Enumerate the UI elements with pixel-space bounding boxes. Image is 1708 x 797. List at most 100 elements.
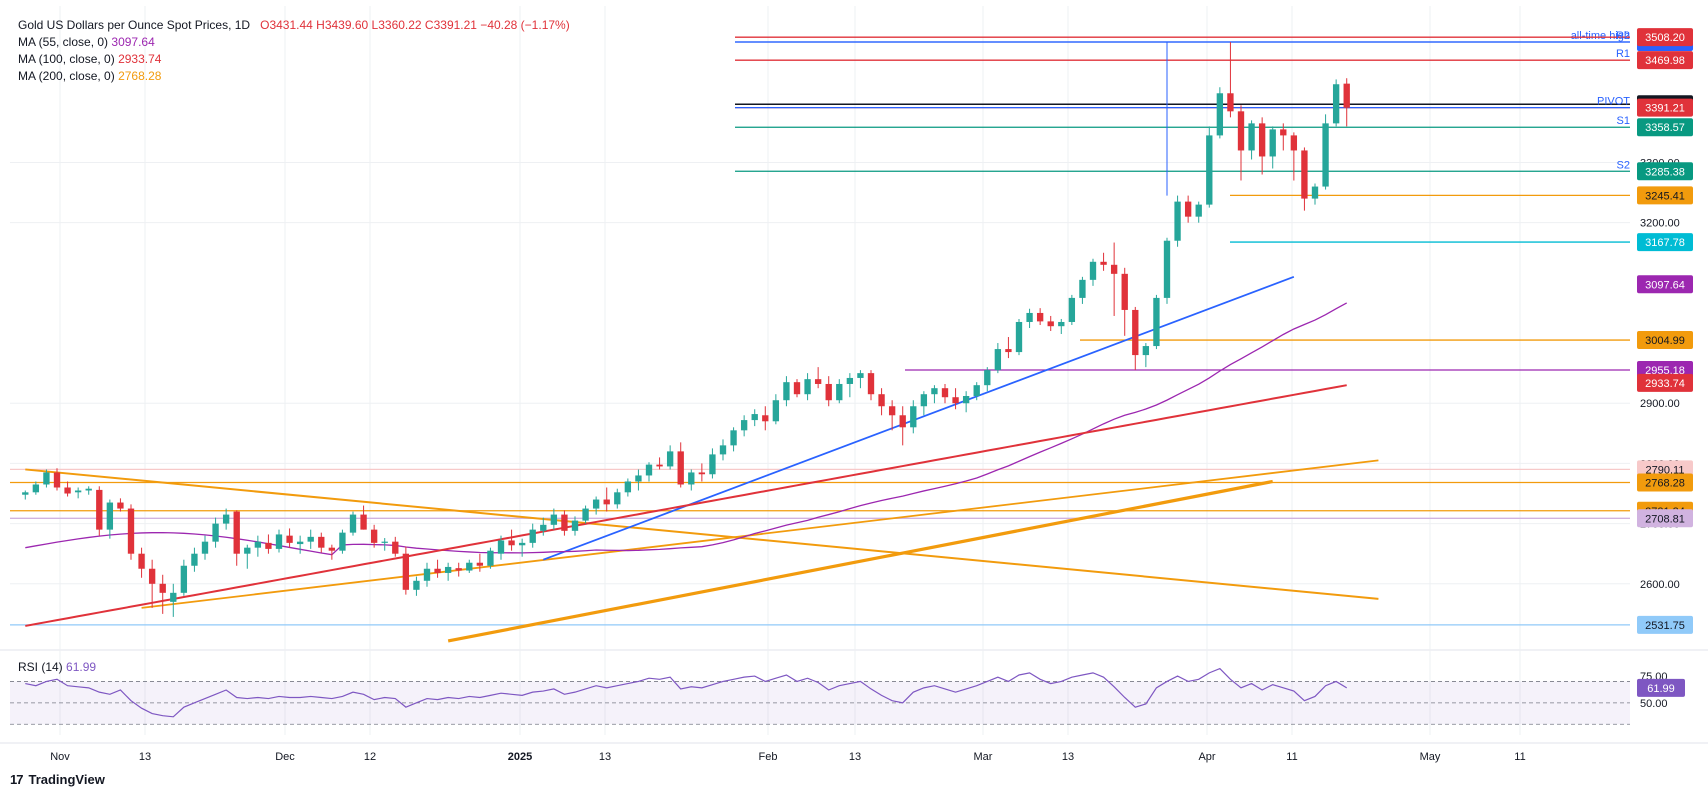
candle-down [793,382,801,395]
candle-up [962,396,970,404]
x-tick-label: 13 [139,751,151,763]
candle-up [466,562,473,571]
legend-ma55[interactable]: MA (55, close, 0) 3097.64 [18,34,570,51]
candle-down [1301,150,1308,199]
ma55-value: 3097.64 [111,35,155,49]
rsi-value-tag [1637,678,1685,697]
rsi-indicator [10,667,1630,725]
candle-up [444,566,452,573]
candle-down [899,415,906,428]
candle-up [984,370,991,386]
candle-up [32,484,40,493]
x-tick-label: 13 [849,751,861,763]
candle-up [244,547,251,554]
price-tag-text: 2768.28 [1645,478,1685,490]
candle-down [1047,321,1054,327]
candle-up [339,532,346,551]
candle-down [434,568,441,573]
candle-up [307,536,314,542]
candle-down [867,373,875,395]
chart-legend: Gold US Dollars per Ounce Spot Prices, 1… [18,17,570,85]
candle-up [931,388,938,395]
x-tick-label: 11 [1286,751,1297,763]
candle-down [148,568,156,584]
candle-down [825,383,832,401]
candle-up [1142,346,1150,356]
candle-up [43,472,50,485]
candle-up [106,502,114,530]
candle-down [508,540,515,546]
candle-up [1079,279,1086,298]
candle-up [730,430,737,446]
price-tag [1637,233,1693,252]
ma55-label: MA (55, close, 0) [18,35,109,49]
candle-up [1058,321,1065,327]
ma55-line [25,302,1348,556]
chart-grid [0,6,1708,744]
price-tags: 61.993500.143508.203469.983396.793391.21… [1637,28,1693,697]
price-tag-text: 3469.98 [1645,55,1685,67]
candle-up [666,451,674,467]
candle-down [814,379,822,384]
price-tag-text: 3358.57 [1645,122,1685,134]
tradingview-brand[interactable]: 17 TradingView [10,772,105,787]
candle-down [888,406,896,416]
legend-ma100[interactable]: MA (100, close, 0) 2933.74 [18,51,570,68]
price-tag [1637,186,1693,205]
candle-up [857,373,864,378]
trendline [447,479,1274,643]
price-tag-text: 3391.21 [1645,103,1685,115]
candle-up [296,541,304,545]
legend-title-row: Gold US Dollars per Ounce Spot Prices, 1… [18,17,570,34]
candle-up [423,568,431,581]
candle-down [878,394,885,407]
candle-up [772,400,780,422]
candle-up [910,406,917,428]
candlesticks [22,42,1350,617]
candle-down [402,553,410,590]
price-tag-text: 2790.11 [1646,464,1685,476]
rsi-legend[interactable]: RSI (14) 61.99 [18,660,96,674]
candle-down [318,536,325,548]
candle-up [254,541,262,548]
candle-up [1163,240,1171,298]
candle-down [233,511,240,554]
candle-down [328,547,336,551]
candle-up [1206,135,1213,205]
candle-down [286,535,293,543]
candle-down [117,502,124,509]
candle-up [1068,297,1076,322]
price-tag [1637,373,1693,392]
price-tag [1637,509,1693,528]
x-tick-label: 12 [364,751,376,763]
price-level-label: S2 [1617,159,1630,171]
y-tick-label: 3200.00 [1640,218,1680,230]
candle-up [212,523,219,542]
price-tag [1637,28,1693,47]
candle-up [170,592,177,602]
rsi-label: RSI (14) [18,660,63,674]
legend-ma200[interactable]: MA (200, close, 0) 2768.28 [18,68,570,85]
candle-up [201,541,209,554]
candle-up [180,565,188,593]
ma100-value: 2933.74 [118,52,162,66]
candle-up [275,534,283,549]
candle-down [265,542,272,549]
candle-down [656,464,663,467]
candle-down [1343,83,1350,108]
candle-up [1026,312,1033,322]
candle-up [349,514,357,533]
candle-up [1311,186,1319,199]
candle-down [1132,309,1139,356]
rsi-value-tag-text: 61.99 [1647,683,1675,695]
price-tag [1637,275,1693,294]
candle-up [1269,129,1276,157]
candle-down [677,451,684,485]
price-tag-text: 3508.20 [1645,32,1685,44]
candle-up [994,349,1002,371]
candle-up [222,514,230,524]
candle-up [1153,297,1160,347]
candle-up [1174,201,1181,241]
x-tick-label: Dec [275,751,295,763]
